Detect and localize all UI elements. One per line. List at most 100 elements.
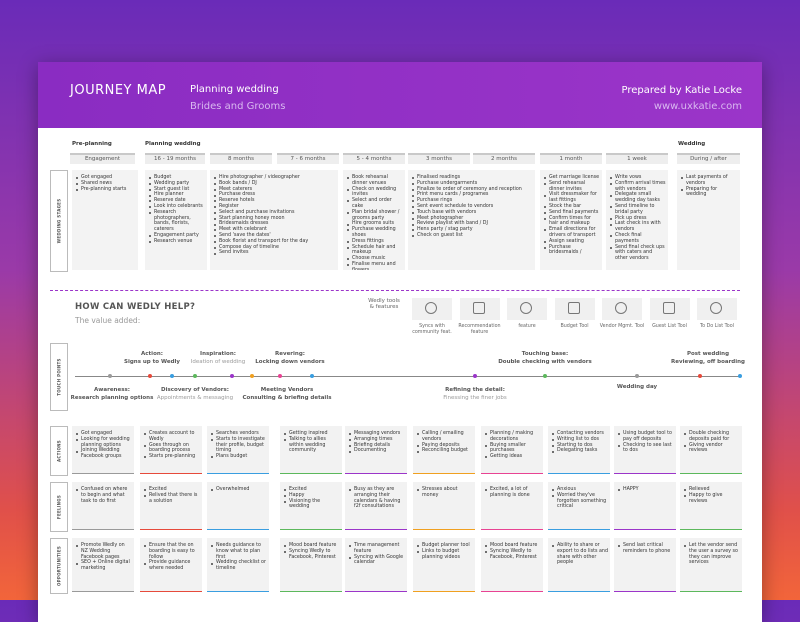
list-item: Plan bridal shower / grooms party — [346, 210, 403, 222]
touch-title: Inspiration: — [200, 351, 236, 357]
stage-column: Book rehearsal dinner venues Check on wed… — [343, 170, 405, 270]
bullet-list: Get marriage license Send rehearsal dinne… — [543, 175, 600, 256]
bullet-list: Stresses about money — [416, 487, 473, 499]
list-item: Assign seating — [543, 239, 600, 245]
card: Mood board feature Syncing Wedly to Faceb… — [280, 538, 342, 592]
row-label-text: TOUCH POINTS — [56, 358, 62, 396]
phase-name: Wedding — [678, 141, 706, 147]
touch-text: Research planning options — [70, 395, 154, 401]
timeline-dot — [250, 374, 254, 378]
tool-icon-box — [459, 298, 500, 320]
tool-icon — [472, 302, 485, 314]
list-item: Busy as they are arranging their calenda… — [348, 487, 405, 510]
list-item: Creates account to Wedly — [143, 431, 200, 443]
list-item: Excited — [143, 487, 200, 493]
list-item: SEO + Online digital marketing — [75, 560, 132, 572]
bullet-list: Anxious Worried they've forgotten somethi… — [551, 487, 608, 510]
list-item: Visioning the wedding — [283, 499, 340, 511]
tool-icon-box — [602, 298, 642, 320]
phase-name: Planning wedding — [145, 141, 201, 147]
period: 2 months — [473, 153, 535, 164]
list-item: Starts pre-planning — [143, 454, 200, 460]
touch-title: Wedding day — [616, 384, 658, 390]
bullet-list: Messaging vendors Arranging times Briefing… — [348, 431, 405, 454]
list-item: Send timeline to bridal party — [609, 204, 666, 216]
audience: Brides and Grooms — [190, 101, 286, 112]
list-item: Messaging vendors — [348, 431, 405, 437]
list-item: Shared news — [75, 181, 136, 187]
list-item: Writing list to dos — [551, 437, 608, 443]
card: Searches vendors Starts to investigate th… — [207, 426, 269, 474]
help-subtitle: The value added: — [75, 316, 141, 325]
list-item: Arranging times — [348, 437, 405, 443]
list-item: Talking to allies within wedding communi… — [283, 437, 340, 454]
bullet-list: Time management feature Syncing with Goog… — [348, 543, 405, 566]
list-item: Wedding checklist or timeline — [210, 560, 267, 572]
card: Relieved Happy to give reviews — [680, 482, 742, 530]
timeline-dot — [473, 374, 477, 378]
list-item: Using budget tool to pay off deposits — [617, 431, 674, 443]
tool-label: feature — [518, 324, 536, 329]
header-band — [38, 62, 762, 128]
list-item: Check on wedding invites — [346, 187, 403, 199]
list-item: Purchase wedding shoes — [346, 227, 403, 239]
list-item: Mood board feature — [484, 543, 541, 549]
period: 3 months — [408, 153, 470, 164]
touch-title: Awareness: — [94, 387, 130, 393]
bullet-list: Creates account to Wedly Goes through on … — [143, 431, 200, 460]
list-item: Sent event schedule to vendors — [411, 204, 533, 210]
card: Double checking deposits paid for Giving … — [680, 426, 742, 474]
list-item: Send last critical reminders to phone — [617, 543, 674, 555]
help-title: HOW CAN WEDLY HELP? — [75, 302, 196, 312]
period: 1 month — [540, 153, 602, 164]
bullet-list: Contacting vendors Writing list to dos Sta… — [551, 431, 608, 454]
list-item: Let the vendor send the user a survey so… — [683, 543, 740, 566]
list-item: Confirm arrival times with vendors — [609, 181, 666, 193]
list-item: Budget — [148, 175, 205, 181]
list-item: Start planning honey moon — [213, 216, 336, 222]
tool-icon — [425, 302, 437, 314]
author: Prepared by Katie Locke — [621, 85, 742, 96]
list-item: Dress fittings — [346, 239, 403, 245]
list-item: Schedule hair and makeup — [346, 245, 403, 257]
card: Planning / making decorations Buying smal… — [481, 426, 543, 474]
period: 7 - 6 months — [277, 153, 339, 164]
list-item: Double checking deposits paid for — [683, 431, 740, 443]
timeline — [75, 376, 740, 377]
bullet-list: Needs guidance to know what to plan firs… — [210, 543, 267, 572]
card: Anxious Worried they've forgotten somethi… — [548, 482, 610, 530]
period: 8 months — [210, 153, 272, 164]
row-label-text: ACTIONS — [56, 440, 62, 462]
bullet-list: Excited Relived that there is a solution — [143, 487, 200, 504]
bullet-list: Promote Wedly on NZ Wedding Facebook pag… — [75, 543, 132, 572]
timeline-dot — [230, 374, 234, 378]
tool-label: Syncs with community feat. — [412, 324, 452, 335]
timeline-dot — [108, 374, 112, 378]
touch-text: Reviewing, off boarding — [671, 359, 745, 365]
card: Ability to share or export to do lists a… — [548, 538, 610, 592]
list-item: Getting ideas — [484, 454, 541, 460]
title: JOURNEY MAP — [70, 83, 167, 98]
card: HAPPY — [614, 482, 676, 530]
tool-icon-box — [412, 298, 452, 320]
card: Confused on where to begin and what task… — [72, 482, 134, 530]
list-item: Overwhelmed — [210, 487, 267, 493]
list-item: Write vows — [609, 175, 666, 181]
list-item: Calling / emailing vendors — [416, 431, 473, 443]
list-item: Purchase dress — [213, 192, 336, 198]
list-item: Send 'save the dates' — [213, 233, 336, 239]
bullet-list: Getting inspired Talking to allies within… — [283, 431, 340, 454]
stage-column: Hire photographer / videographer Book ban… — [210, 170, 338, 270]
list-item: Syncing Wedly to Facebook, Pinterest — [283, 549, 340, 561]
tool-label: Recommendation feature — [458, 324, 501, 335]
tool-label: Guest List Tool — [652, 324, 687, 329]
card: Using budget tool to pay off deposits Che… — [614, 426, 676, 474]
list-item: Reserve date — [148, 198, 205, 204]
list-item: Wedding party — [148, 181, 205, 187]
tool-label: To Do List Tool — [700, 324, 734, 329]
touch-text: Consulting & briefing details — [242, 395, 332, 401]
list-item: Select and order cake — [346, 198, 403, 210]
list-item: Plans budget — [210, 454, 267, 460]
list-item: Budget planner tool — [416, 543, 473, 549]
list-item: Stock the bar — [543, 204, 600, 210]
